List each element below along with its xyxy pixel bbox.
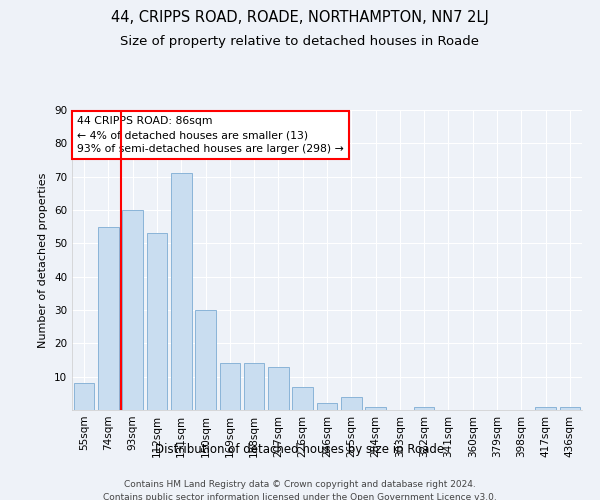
Bar bbox=[98, 226, 119, 410]
Text: Distribution of detached houses by size in Roade: Distribution of detached houses by size … bbox=[155, 442, 445, 456]
Bar bbox=[414, 406, 434, 410]
Bar bbox=[220, 364, 240, 410]
Bar bbox=[268, 366, 289, 410]
Bar bbox=[317, 404, 337, 410]
Bar bbox=[244, 364, 265, 410]
Bar bbox=[365, 406, 386, 410]
Bar bbox=[146, 234, 167, 410]
Bar bbox=[122, 210, 143, 410]
Bar bbox=[74, 384, 94, 410]
Bar bbox=[292, 386, 313, 410]
Text: 44 CRIPPS ROAD: 86sqm
← 4% of detached houses are smaller (13)
93% of semi-detac: 44 CRIPPS ROAD: 86sqm ← 4% of detached h… bbox=[77, 116, 344, 154]
Y-axis label: Number of detached properties: Number of detached properties bbox=[38, 172, 49, 348]
Bar bbox=[195, 310, 216, 410]
Bar bbox=[535, 406, 556, 410]
Text: Contains HM Land Registry data © Crown copyright and database right 2024.
Contai: Contains HM Land Registry data © Crown c… bbox=[103, 480, 497, 500]
Bar bbox=[171, 174, 191, 410]
Text: 44, CRIPPS ROAD, ROADE, NORTHAMPTON, NN7 2LJ: 44, CRIPPS ROAD, ROADE, NORTHAMPTON, NN7… bbox=[111, 10, 489, 25]
Text: Size of property relative to detached houses in Roade: Size of property relative to detached ho… bbox=[121, 35, 479, 48]
Bar bbox=[341, 396, 362, 410]
Bar bbox=[560, 406, 580, 410]
